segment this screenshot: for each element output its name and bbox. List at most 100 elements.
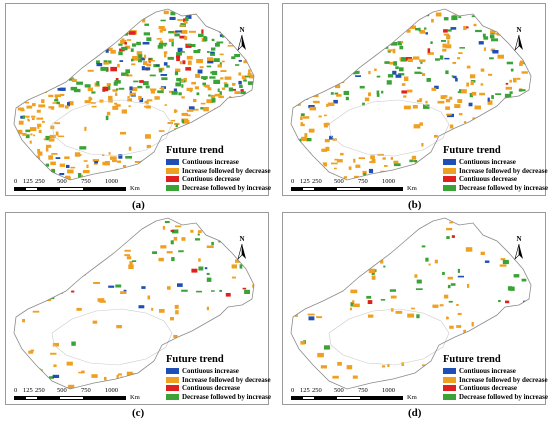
trend-patch: [340, 152, 344, 156]
trend-patch: [56, 57, 59, 61]
trend-patch: [206, 277, 212, 282]
trend-patch: [118, 51, 123, 56]
trend-patch: [77, 54, 85, 59]
trend-patch: [365, 55, 372, 59]
trend-patch: [224, 109, 231, 113]
trend-patch: [490, 30, 496, 34]
trend-patch: [352, 303, 360, 308]
trend-patch: [180, 51, 185, 53]
trend-patch: [340, 37, 348, 41]
trend-patch: [72, 35, 78, 38]
trend-patch: [104, 376, 107, 381]
trend-patch: [159, 40, 164, 45]
trend-patch: [336, 240, 340, 244]
trend-patch: [519, 99, 523, 104]
trend-patch: [403, 105, 411, 110]
trend-patch: [23, 79, 26, 82]
panel-caption: (c): [132, 407, 145, 419]
trend-patch: [371, 275, 376, 280]
trend-patch: [522, 115, 530, 120]
trend-patch: [487, 97, 490, 102]
map-panel-c: N Future trend Contiuous increase Increase …: [5, 212, 271, 405]
trend-patch: [235, 64, 240, 66]
trend-patch: [318, 51, 322, 56]
trend-patch: [158, 257, 164, 262]
trend-patch: [83, 262, 90, 267]
trend-patch: [152, 251, 157, 254]
trend-patch: [201, 76, 208, 80]
trend-patch: [401, 57, 406, 62]
basin-outline: [328, 99, 450, 157]
trend-patch: [220, 70, 227, 72]
trend-patch: [421, 143, 424, 147]
trend-patch: [122, 165, 127, 168]
trend-patch: [54, 99, 59, 102]
trend-patch: [446, 35, 451, 39]
trend-patch: [96, 63, 103, 67]
trend-patch: [493, 130, 497, 133]
trend-patch: [78, 371, 85, 374]
trend-patch: [251, 97, 254, 100]
trend-patch: [303, 277, 307, 280]
trend-patch: [77, 10, 81, 14]
trend-patch: [25, 129, 31, 133]
trend-patch: [27, 119, 30, 122]
trend-patch: [446, 236, 450, 239]
trend-patch: [471, 15, 477, 18]
trend-patch: [211, 70, 218, 75]
trend-patch: [235, 323, 242, 325]
trend-patch: [64, 175, 71, 179]
trend-patch: [252, 89, 254, 93]
trend-patch: [445, 106, 450, 110]
legend-label: Contiuous decrease: [459, 175, 518, 184]
trend-patch: [23, 49, 28, 52]
trend-patch: [242, 127, 247, 130]
trend-patch: [451, 15, 458, 21]
legend-label: Increase followed by decrease: [182, 375, 271, 384]
trend-patch: [317, 282, 325, 284]
trend-patch: [171, 257, 175, 262]
trend-map: [290, 8, 532, 181]
trend-patch: [31, 67, 38, 71]
trend-patch: [29, 140, 32, 144]
trend-patch: [57, 20, 64, 23]
trend-patch: [84, 126, 87, 131]
trend-patch: [412, 56, 420, 60]
trend-patch: [418, 27, 421, 32]
trend-patch: [36, 30, 42, 35]
trend-patch: [443, 29, 448, 33]
trend-patch: [76, 81, 83, 85]
trend-patch: [353, 72, 357, 75]
trend-patch: [199, 134, 203, 138]
trend-patch: [37, 66, 40, 69]
trend-patch: [298, 17, 305, 23]
trend-patch: [27, 23, 34, 27]
trend-patch: [238, 348, 245, 353]
trend-patch: [42, 34, 46, 40]
panel-caption: (a): [132, 199, 145, 211]
trend-patch: [393, 160, 399, 164]
trend-patch: [346, 69, 351, 74]
trend-patch: [324, 345, 330, 350]
trend-patch: [206, 130, 213, 134]
trend-patch: [47, 19, 50, 23]
trend-patch: [219, 331, 226, 334]
trend-patch: [33, 56, 39, 60]
legend-item: Contiuous increase: [166, 367, 270, 376]
trend-patch: [242, 107, 246, 110]
legend-swatch: [443, 394, 456, 401]
trend-patch: [32, 14, 34, 18]
scale-tick-label: 250: [312, 178, 322, 185]
trend-patch: [432, 304, 439, 308]
trend-patch: [170, 134, 174, 136]
trend-patch: [60, 71, 63, 74]
trend-patch: [393, 163, 401, 167]
legend-label: Decrease followed by increase: [182, 184, 271, 193]
trend-patch: [210, 52, 215, 56]
trend-patch: [298, 292, 305, 296]
trend-patch: [17, 107, 24, 111]
trend-patch: [170, 240, 174, 245]
trend-patch: [434, 85, 439, 89]
scale-tick-label: 1000: [382, 387, 395, 394]
trend-patch: [465, 337, 471, 340]
